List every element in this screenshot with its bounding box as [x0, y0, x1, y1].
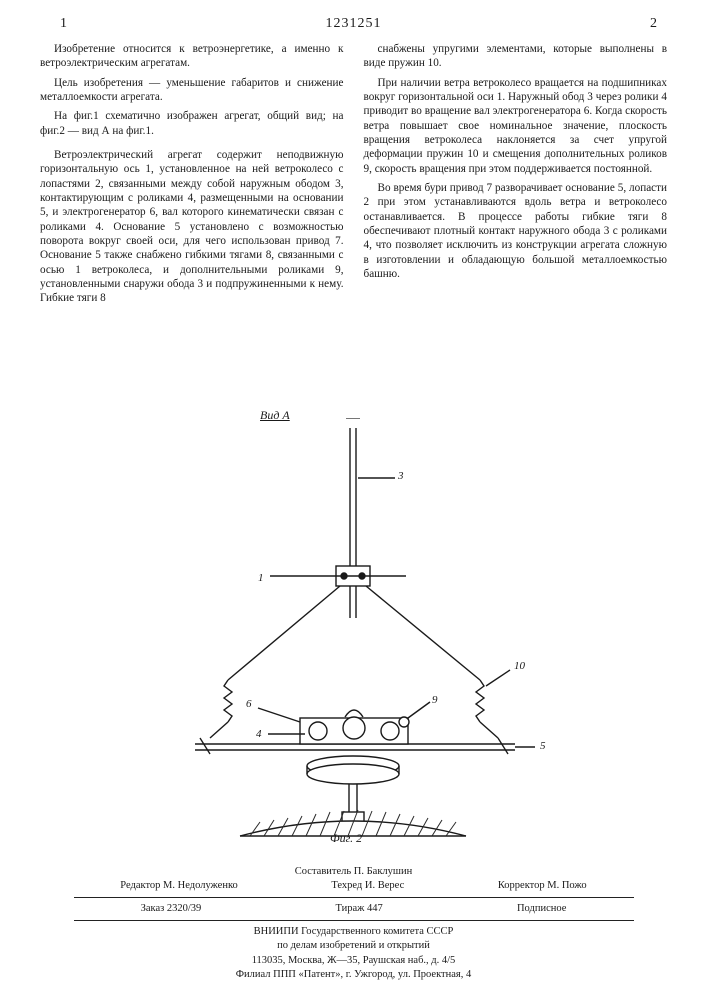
footer-addr1: 113035, Москва, Ж—35, Раушская наб., д. …: [0, 954, 707, 968]
paragraph: Во время бури привод 7 разворачивает осн…: [364, 181, 668, 281]
footer-order: Заказ 2320/39: [141, 902, 202, 916]
callout-4: 4: [256, 728, 262, 740]
page-number-left: 1: [60, 16, 67, 32]
footer-corrector: Корректор М. Пожо: [498, 879, 587, 893]
footer-addr2: Филиал ППП «Патент», г. Ужгород, ул. Про…: [0, 968, 707, 982]
footer-block: Составитель П. Баклушин Редактор М. Недо…: [0, 865, 707, 982]
figure-2: Вид А: [0, 408, 707, 838]
footer-techred: Техред И. Верес: [331, 879, 404, 893]
paragraph: При наличии ветра ветроколесо вращается …: [364, 76, 668, 176]
footer-org1: ВНИИПИ Государственного комитета СССР: [0, 925, 707, 939]
figure-caption: Фиг. 2: [330, 831, 362, 846]
callout-3: 3: [398, 470, 404, 482]
footer-podpisnoe: Подписное: [517, 902, 566, 916]
diagram-svg: [0, 418, 707, 838]
callout-9: 9: [432, 694, 438, 706]
footer-org2: по делам изобретений и открытий: [0, 939, 707, 953]
page-number-right: 2: [650, 16, 657, 32]
paragraph: Изобретение относится к ветроэнергетике,…: [40, 42, 344, 71]
footer-editor: Редактор М. Недолуженко: [120, 879, 237, 893]
document-number: 1231251: [326, 16, 382, 32]
body-columns: Изобретение относится к ветроэнергетике,…: [40, 42, 667, 311]
footer-divider: [74, 897, 634, 898]
footer-compiler: Составитель П. Баклушин: [0, 865, 707, 879]
footer-credits-row: Редактор М. Недолуженко Техред И. Верес …: [74, 879, 634, 893]
paragraph: На фиг.1 схематично изображен агрегат, о…: [40, 109, 344, 138]
footer-print-row: Заказ 2320/39 Тираж 447 Подписное: [74, 902, 634, 916]
paragraph: Ветроэлектрический агрегат содержит непо…: [40, 148, 344, 306]
footer-divider: [74, 920, 634, 921]
callout-6: 6: [246, 698, 252, 710]
paragraph: снабжены упругими элементами, которые вы…: [364, 42, 668, 71]
right-column: снабжены упругими элементами, которые вы…: [364, 42, 668, 311]
callout-1: 1: [258, 572, 264, 584]
paragraph: Цель изобретения — уменьшение габаритов …: [40, 76, 344, 105]
left-column: Изобретение относится к ветроэнергетике,…: [40, 42, 344, 311]
callout-5: 5: [540, 740, 546, 752]
footer-tirazh: Тираж 447: [335, 902, 382, 916]
callout-10: 10: [514, 660, 525, 672]
